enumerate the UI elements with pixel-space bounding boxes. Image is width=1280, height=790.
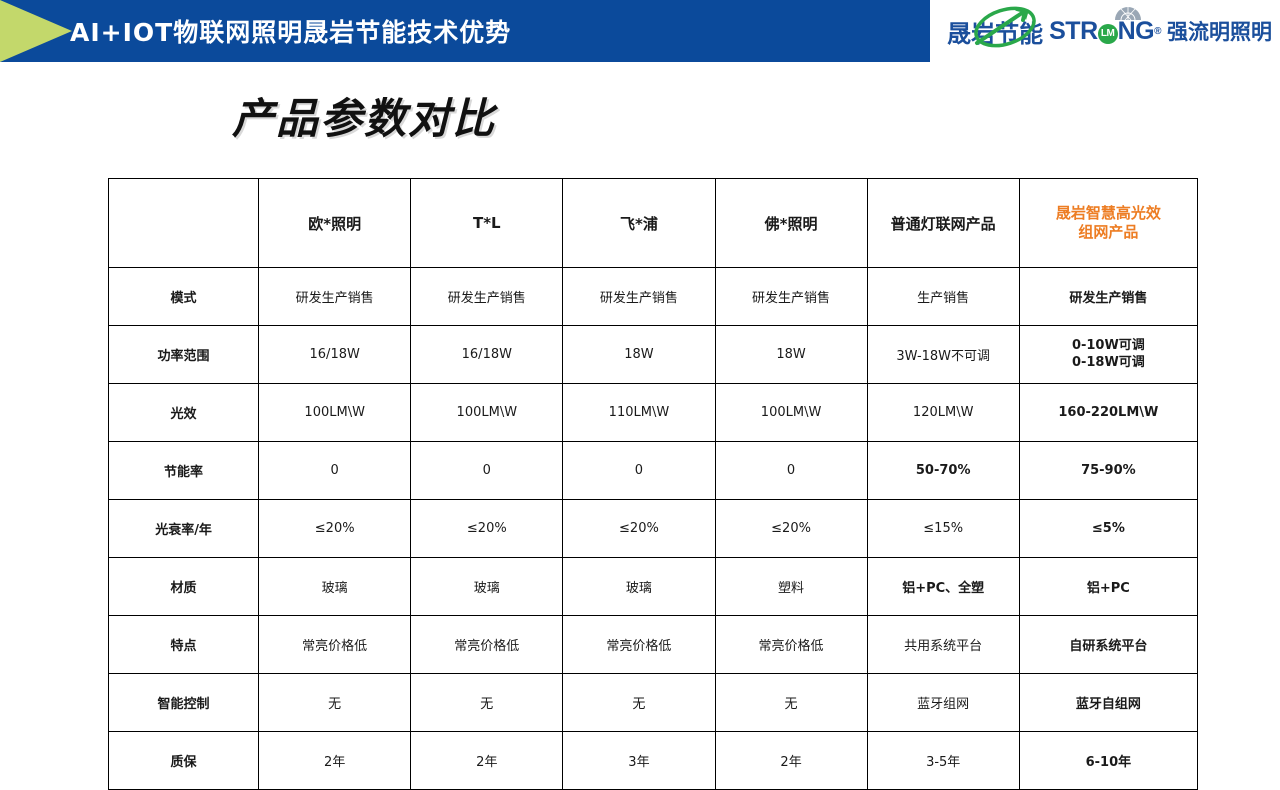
cell-competitor: 常亮价格低 xyxy=(258,615,412,674)
cell-ours: 自研系统平台 xyxy=(1018,615,1199,674)
cell-competitor: 110LM\W xyxy=(562,383,716,442)
brand-logo: 晟岩节能 STR LM NG ® 强流明照明 xyxy=(930,0,1280,62)
cell-competitor: ≤20% xyxy=(562,499,716,558)
cell-ours: ≤5% xyxy=(1018,499,1199,558)
cell-common: 120LM\W xyxy=(866,383,1020,442)
registered-icon: ® xyxy=(1154,25,1161,37)
row-label: 光效 xyxy=(107,383,260,442)
table-header-row: 欧*照明 T*L 飞*浦 佛*照明 普通灯联网产品 晟岩智慧高光效 组网产品 xyxy=(107,178,1199,268)
cell-competitor: 0 xyxy=(714,441,868,500)
cell-common: ≤15% xyxy=(866,499,1020,558)
logo-strong-part2: NG xyxy=(1117,16,1155,45)
header-cell-2: T*L xyxy=(410,178,564,268)
cell-common: 3W-18W不可调 xyxy=(866,325,1020,384)
cell-competitor: 16/18W xyxy=(410,325,564,384)
header-ours-text: 晟岩智慧高光效 组网产品 xyxy=(1055,204,1161,241)
cell-competitor: ≤20% xyxy=(410,499,564,558)
cell-competitor: 无 xyxy=(410,673,564,732)
cell-competitor: 3年 xyxy=(562,731,716,790)
cell-competitor: 18W xyxy=(714,325,868,384)
cell-common: 3-5年 xyxy=(866,731,1020,790)
cell-common: 蓝牙组网 xyxy=(866,673,1020,732)
header-corner-cell xyxy=(107,178,260,268)
cell-competitor: 100LM\W xyxy=(714,383,868,442)
table-row: 特点 常亮价格低 常亮价格低 常亮价格低 常亮价格低 共用系统平台 自研系统平台 xyxy=(107,615,1199,674)
table-row: 节能率 0 0 0 0 50-70% 75-90% xyxy=(107,441,1199,500)
row-label: 光衰率/年 xyxy=(107,499,260,558)
table-row: 光衰率/年 ≤20% ≤20% ≤20% ≤20% ≤15% ≤5% xyxy=(107,499,1199,558)
table-row: 智能控制无无无无蓝牙组网 蓝牙自组网 xyxy=(107,673,1199,732)
cell-competitor: 研发生产销售 xyxy=(714,267,868,326)
logo-chinese-text: 晟岩节能 xyxy=(947,19,1044,48)
row-label: 功率范围 xyxy=(107,325,260,384)
table-row: 质保 2年 2年 3年 2年 3-5年 6-10年 xyxy=(107,731,1199,790)
cell-competitor: 0 xyxy=(410,441,564,500)
cell-competitor: 100LM\W xyxy=(258,383,412,442)
header-cell-5: 普通灯联网产品 xyxy=(866,178,1020,268)
arrow-icon xyxy=(0,0,72,62)
cell-ours: 研发生产销售 xyxy=(1018,267,1199,326)
cell-common: 铝+PC、全塑 xyxy=(866,557,1020,616)
logo-chinese-name: 晟岩节能 xyxy=(947,6,1044,49)
cell-common: 生产销售 xyxy=(866,267,1020,326)
cell-competitor: 2年 xyxy=(410,731,564,790)
cell-common: 共用系统平台 xyxy=(866,615,1020,674)
logo-chinese-tail: 强流明照明 xyxy=(1167,20,1272,44)
cell-ours: 6-10年 xyxy=(1018,731,1199,790)
cell-ours: 铝+PC xyxy=(1018,557,1199,616)
header-cell-4: 佛*照明 xyxy=(714,178,868,268)
cell-competitor: 2年 xyxy=(258,731,412,790)
product-comparison-table: 欧*照明 T*L 飞*浦 佛*照明 普通灯联网产品 晟岩智慧高光效 组网产品 模式 研发生产销售… xyxy=(107,178,1199,790)
cell-competitor: 常亮价格低 xyxy=(562,615,716,674)
row-label: 节能率 xyxy=(107,441,260,500)
cell-competitor: ≤20% xyxy=(258,499,412,558)
cell-ours: 0-10W可调 0-18W可调 xyxy=(1018,325,1199,384)
row-label: 特点 xyxy=(107,615,260,674)
cell-competitor: 玻璃 xyxy=(562,557,716,616)
cell-ours: 160-220LM\W xyxy=(1018,383,1199,442)
cell-ours: 75-90% xyxy=(1018,441,1199,500)
cell-common: 50-70% xyxy=(866,441,1020,500)
cell-competitor: 100LM\W xyxy=(410,383,564,442)
cell-competitor: 0 xyxy=(562,441,716,500)
table-row: 功率范围 16/18W 16/18W 18W 18W 3W-18W不可调 0-10W可调 0-… xyxy=(107,325,1199,384)
header-cell-ours: 晟岩智慧高光效 组网产品 xyxy=(1018,178,1199,268)
logo-wordmark: STR LM NG ® xyxy=(1049,6,1161,46)
header-cell-3: 飞*浦 xyxy=(562,178,716,268)
row-label: 材质 xyxy=(107,557,260,616)
cell-competitor: 研发生产销售 xyxy=(562,267,716,326)
table-row: 模式 研发生产销售 研发生产销售 研发生产销售 研发生产销售 生产销售 研发生产销售 xyxy=(107,267,1199,326)
cell-competitor: 16/18W xyxy=(258,325,412,384)
lm-badge-icon: LM xyxy=(1097,24,1118,44)
row-label: 智能控制 xyxy=(107,673,260,732)
cell-competitor: 玻璃 xyxy=(258,557,412,616)
cell-competitor: 研发生产销售 xyxy=(258,267,412,326)
banner-title: AI+IOT物联网照明晟岩节能技术优势 xyxy=(70,18,512,47)
cell-competitor: 常亮价格低 xyxy=(714,615,868,674)
table-row: 材质 玻璃 玻璃 玻璃 塑料 铝+PC、全塑 铝+PC xyxy=(107,557,1199,616)
cell-competitor: 玻璃 xyxy=(410,557,564,616)
cell-competitor: 研发生产销售 xyxy=(410,267,564,326)
fan-icon xyxy=(1115,6,1142,20)
cell-competitor: 18W xyxy=(562,325,716,384)
row-label: 模式 xyxy=(107,267,260,326)
cell-competitor: ≤20% xyxy=(714,499,868,558)
cell-competitor: 塑料 xyxy=(714,557,868,616)
row-label: 质保 xyxy=(107,731,260,790)
table-row: 光效 100LM\W 100LM\W 110LM\W 100LM\W 120LM\W 160… xyxy=(107,383,1199,442)
cell-competitor: 无 xyxy=(258,673,412,732)
header-cell-1: 欧*照明 xyxy=(258,178,412,268)
cell-competitor: 2年 xyxy=(714,731,868,790)
cell-competitor: 无 xyxy=(562,673,716,732)
cell-ours: 蓝牙自组网 xyxy=(1018,673,1199,732)
logo-strong-part1: STR xyxy=(1049,16,1098,45)
page-title: 产品参数对比 xyxy=(232,94,497,143)
cell-competitor: 无 xyxy=(714,673,868,732)
cell-competitor: 常亮价格低 xyxy=(410,615,564,674)
cell-competitor: 0 xyxy=(258,441,412,500)
